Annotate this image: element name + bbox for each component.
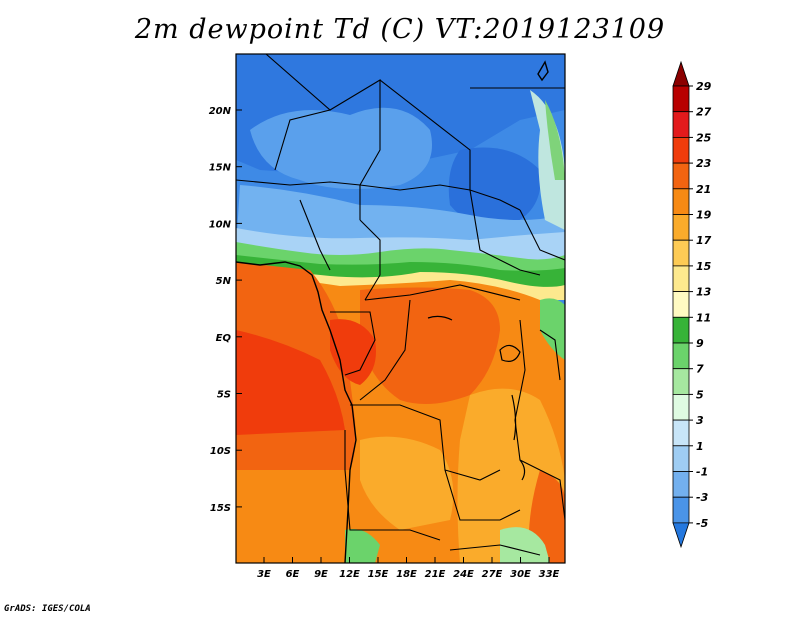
lat-label: 15N — [209, 163, 232, 174]
lon-label: 30E — [510, 569, 531, 580]
lon-label: 33E — [539, 569, 560, 580]
colorbar-label: 3 — [696, 414, 704, 427]
lat-label: 5S — [217, 390, 231, 401]
lon-label: 6E — [286, 569, 300, 580]
colorbar-label: 29 — [696, 80, 712, 93]
colorbar-segment — [672, 291, 690, 318]
colorbar-segment — [672, 188, 690, 215]
colorbar-label: -1 — [696, 466, 708, 479]
colorbar-segment — [672, 136, 690, 164]
colorbar-label: 1 — [696, 440, 704, 453]
credit-text: GrADS: IGES/COLA — [4, 604, 91, 614]
colorbar: 29 27 25 23 21 19 17 15 13 11 9 7 5 3 1 -1 -3 -5 — [672, 60, 712, 549]
colorbar-label: -5 — [696, 517, 709, 530]
colorbar-segment — [672, 419, 690, 447]
lon-label: 3E — [257, 569, 271, 580]
colorbar-label: -3 — [696, 491, 709, 504]
colorbar-segment — [672, 393, 690, 421]
lat-label: 10N — [209, 219, 232, 230]
colorbar-arrow-top — [672, 60, 690, 87]
colorbar-segment — [672, 162, 690, 190]
lat-label: 10S — [210, 446, 231, 457]
dewpoint-field — [236, 54, 565, 563]
colorbar-label: 21 — [696, 183, 711, 196]
colorbar-segment — [672, 85, 690, 113]
colorbar-segment — [672, 265, 690, 292]
colorbar-segment — [672, 445, 690, 472]
map-title: 2m dewpoint Td (C) VT:2019123109 — [134, 14, 666, 45]
colorbar-label: 25 — [696, 131, 712, 144]
colorbar-label: 7 — [696, 363, 704, 376]
lakes — [427, 315, 526, 481]
lon-label: 18E — [396, 569, 417, 580]
coastline — [236, 60, 549, 563]
colorbar-label: 13 — [696, 286, 712, 299]
lat-label: 20N — [209, 106, 232, 117]
colorbar-label: 27 — [696, 106, 712, 119]
colorbar-arrow-bottom — [672, 522, 690, 549]
colorbar-segment — [672, 316, 690, 344]
lon-label: 15E — [368, 569, 389, 580]
lon-label: 12E — [339, 569, 360, 580]
lat-label: 5N — [216, 276, 232, 287]
colorbar-segment — [672, 471, 690, 498]
colorbar-segment — [672, 496, 690, 524]
colorbar-segment — [672, 214, 690, 241]
lon-label: 24E — [453, 569, 474, 580]
latitude-axis: 20N 15N 10N 5N EQ 5S 10S 15S — [209, 106, 242, 514]
lon-label: 27E — [482, 569, 503, 580]
colorbar-label: 5 — [696, 388, 704, 401]
longitude-axis: 3E 6E 9E 12E 15E 18E 21E 24E 27E 30E 33E — [257, 557, 560, 580]
colorbar-label: 17 — [696, 234, 712, 247]
lat-label: 15S — [210, 503, 231, 514]
lat-label: EQ — [216, 333, 232, 344]
colorbar-segment — [672, 342, 690, 370]
lon-label: 9E — [314, 569, 328, 580]
colorbar-segment — [672, 111, 690, 138]
colorbar-label: 19 — [696, 209, 712, 222]
colorbar-segment — [672, 239, 690, 267]
colorbar-label: 23 — [696, 157, 712, 170]
colorbar-label: 11 — [696, 311, 711, 324]
country-borders — [236, 54, 565, 556]
colorbar-label: 9 — [696, 337, 704, 350]
map-frame — [235, 53, 566, 564]
colorbar-segment — [672, 368, 690, 395]
colorbar-label: 15 — [696, 260, 712, 273]
lon-label: 21E — [425, 569, 446, 580]
